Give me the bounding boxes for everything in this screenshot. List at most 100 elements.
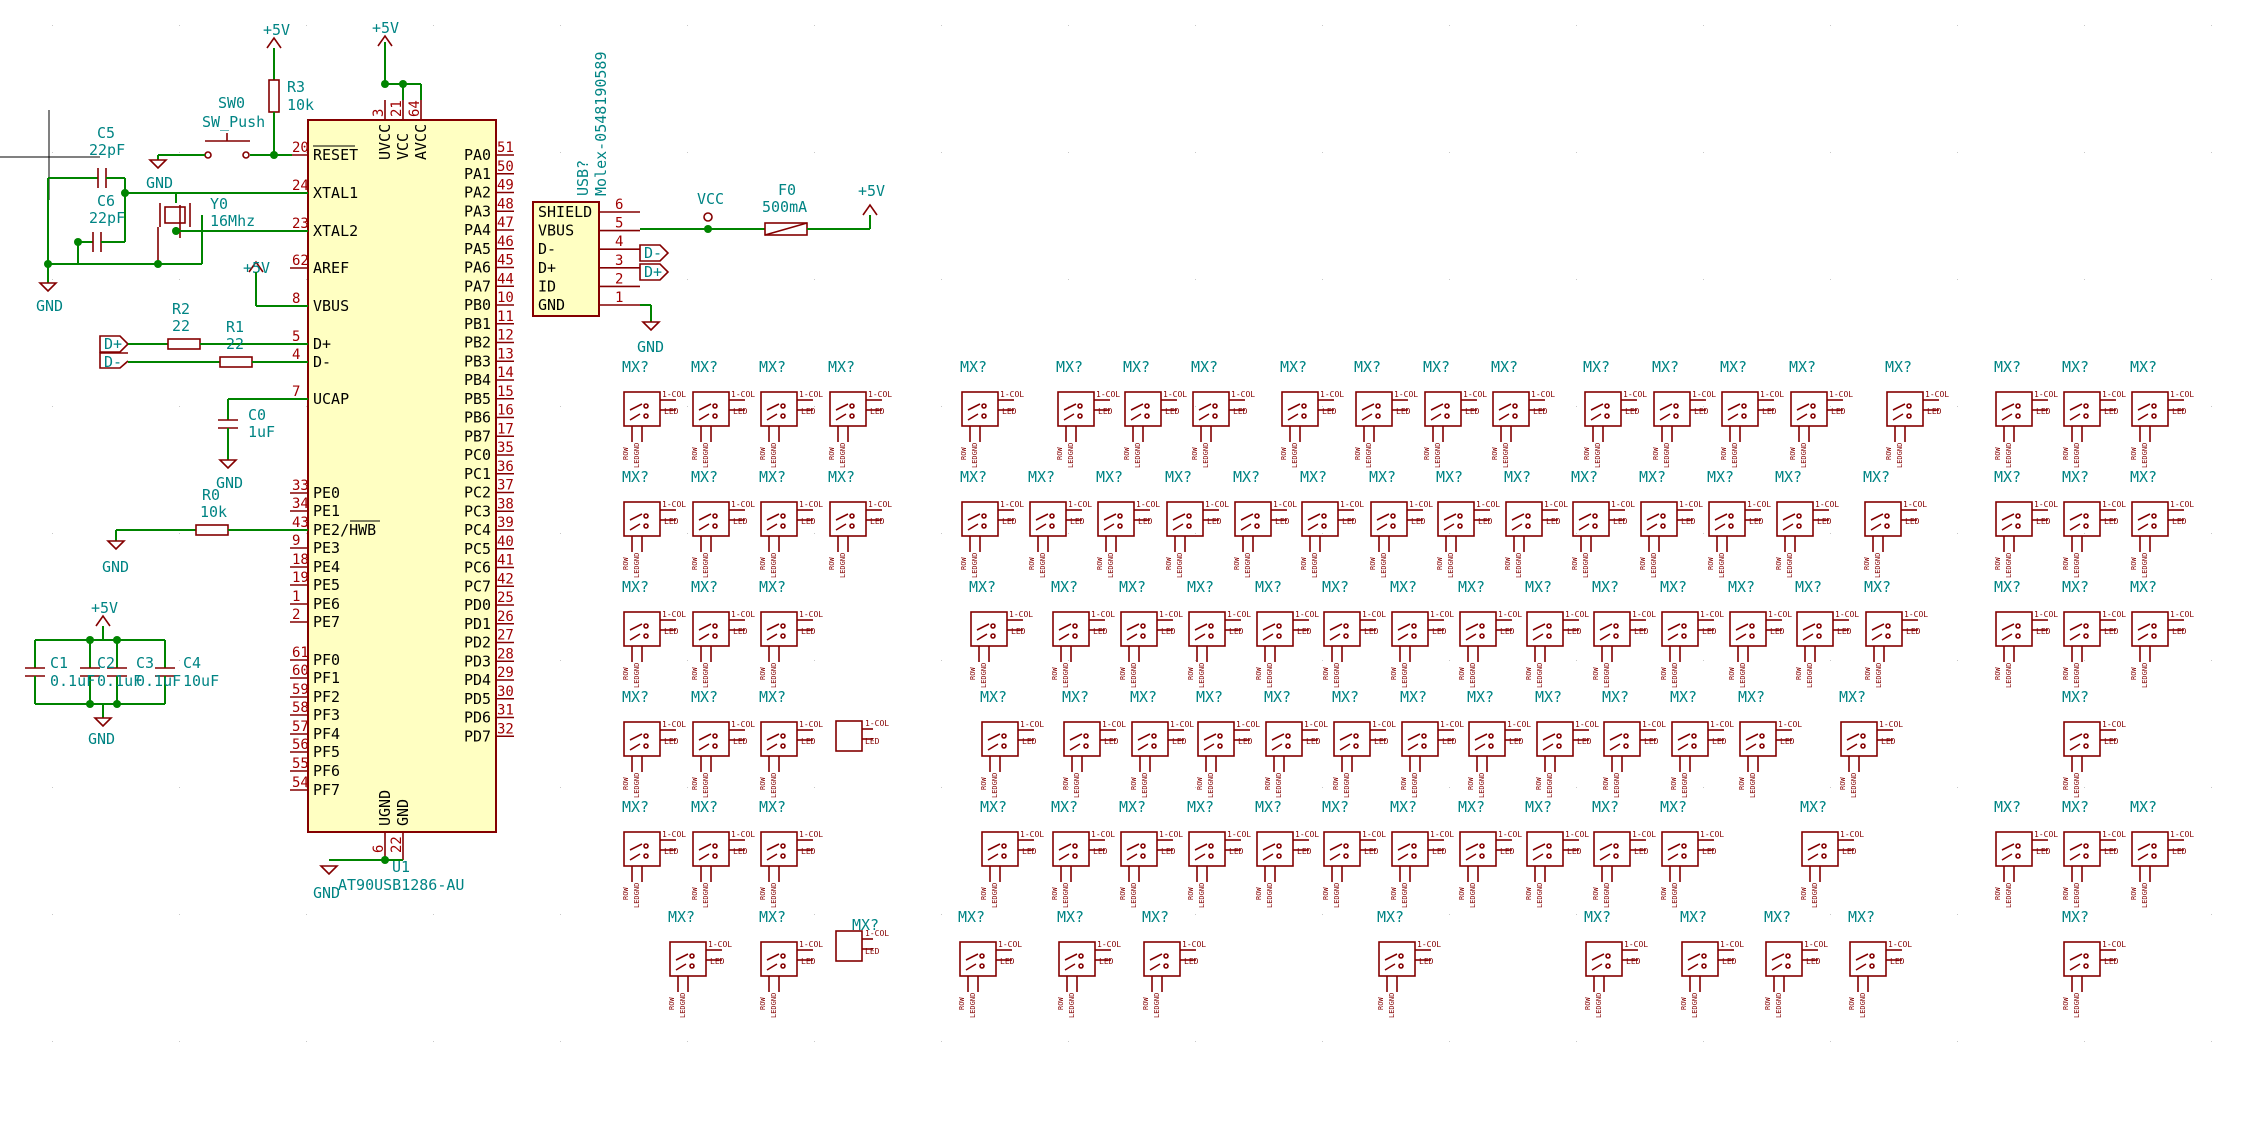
key-switch[interactable]: MX? 1-COL LED ROW LEDGND	[1187, 578, 1251, 688]
key-switch[interactable]: MX? 1-COL LED ROW LEDGND	[1322, 798, 1386, 908]
key-switch[interactable]: MX? 1-COL LED ROW LEDGND	[2130, 358, 2194, 468]
key-switch[interactable]: MX? 1-COL LED ROW LEDGND	[1864, 578, 1928, 688]
key-switch[interactable]: MX? 1-COL LED ROW LEDGND	[828, 468, 892, 578]
key-switch[interactable]: MX? 1-COL LED ROW LEDGND	[1390, 798, 1454, 908]
key-switch[interactable]: MX? 1-COL LED ROW LEDGND	[2062, 468, 2126, 578]
key-switch[interactable]: MX? 1-COL LED ROW LEDGND	[960, 468, 1024, 578]
key-switch[interactable]: MX? 1-COL LED ROW LEDGND	[958, 908, 1022, 1018]
crystal-circuit[interactable]: C5 22pF C6 22pF GND Y0 16Mhz	[36, 124, 308, 315]
key-switch[interactable]: MX? 1-COL LED ROW LEDGND	[1660, 798, 1724, 908]
key-switch[interactable]: MX? 1-COL LED ROW LEDGND	[1602, 688, 1666, 798]
key-switch[interactable]: MX? 1-COL LED ROW LEDGND	[1051, 798, 1115, 908]
key-switch[interactable]: MX? 1-COL LED ROW LEDGND	[1196, 688, 1260, 798]
key-switch[interactable]: MX? 1-COL LED ROW LEDGND	[759, 468, 823, 578]
key-switch[interactable]: MX? 1-COL LED ROW LEDGND	[1680, 908, 1744, 1018]
key-switch[interactable]: MX? 1-COL LED ROW LEDGND	[1119, 578, 1183, 688]
key-switch[interactable]: MX? 1-COL LED ROW LEDGND	[1525, 798, 1589, 908]
key-switch[interactable]: MX? 1-COL LED ROW LEDGND	[1400, 688, 1464, 798]
key-switch[interactable]: MX? 1-COL LED ROW LEDGND	[1863, 468, 1927, 578]
key-switch[interactable]: MX? 1-COL LED ROW LEDGND	[1233, 468, 1297, 578]
key-switch[interactable]: MX? 1-COL LED ROW LEDGND	[1096, 468, 1160, 578]
key-switch[interactable]: MX? 1-COL LED ROW LEDGND	[1720, 358, 1784, 468]
key-switch[interactable]: MX? 1-COL LED ROW LEDGND	[1738, 688, 1802, 798]
key-switch[interactable]: MX? 1-COL LED ROW LEDGND	[1057, 908, 1121, 1018]
key-switch[interactable]: MX? 1-COL LED ROW LEDGND	[960, 358, 1024, 468]
key-switch[interactable]: MX? 1-COL LED ROW LEDGND	[1571, 468, 1635, 578]
key-switch[interactable]: MX? 1-COL LED ROW LEDGND	[980, 688, 1044, 798]
key-switch[interactable]: MX? 1-COL LED ROW LEDGND	[1165, 468, 1229, 578]
key-switch[interactable]: MX? 1-COL LED ROW LEDGND	[1369, 468, 1433, 578]
key-switch[interactable]: MX? 1-COL LED ROW LEDGND	[1994, 578, 2058, 688]
key-switch[interactable]: MX? 1-COL LED ROW LEDGND	[1255, 578, 1319, 688]
reset-circuit[interactable]: +5V R3 10k SW0 SW_Push GND	[146, 21, 314, 192]
key-switch[interactable]: MX? 1-COL LED ROW LEDGND	[1592, 798, 1656, 908]
key-switch[interactable]: MX? 1-COL LED ROW LEDGND	[1535, 688, 1599, 798]
key-switch[interactable]: MX? 1-COL LED ROW LEDGND	[1848, 908, 1912, 1018]
key-switch[interactable]: MX? 1-COL LED ROW LEDGND	[1504, 468, 1568, 578]
key-switch[interactable]: MX? 1-COL LED ROW LEDGND	[2062, 688, 2126, 798]
usb-mcu-connections[interactable]: +5V D+ D- R2 22 R1 22 C0 1uF GND	[99, 259, 308, 492]
key-switch[interactable]: MX? 1-COL LED ROW LEDGND	[828, 358, 892, 468]
key-switch[interactable]: MX? 1-COL LED ROW LEDGND	[1639, 468, 1703, 578]
key-switch[interactable]: MX? 1-COL LED ROW LEDGND	[1652, 358, 1716, 468]
key-switch[interactable]: MX? 1-COL LED ROW LEDGND	[1130, 688, 1194, 798]
key-switch[interactable]: MX? 1-COL LED ROW LEDGND	[1728, 578, 1792, 688]
key-switch[interactable]: MX? 1-COL LED ROW LEDGND	[969, 578, 1033, 688]
key-switch[interactable]: MX? 1-COL LED ROW LEDGND	[1354, 358, 1418, 468]
key-switch[interactable]: MX? 1-COL LED ROW LEDGND	[1051, 578, 1115, 688]
key-switch[interactable]: MX? 1-COL LED ROW LEDGND	[1789, 358, 1853, 468]
key-switch[interactable]: MX? 1-COL LED ROW LEDGND	[1584, 908, 1648, 1018]
key-switch[interactable]: MX? 1-COL LED ROW LEDGND	[759, 578, 823, 688]
key-switch[interactable]: MX? 1-COL LED ROW LEDGND	[1322, 578, 1386, 688]
key-switch[interactable]: MX? 1-COL LED ROW LEDGND	[1885, 358, 1949, 468]
key-switch[interactable]: MX? 1-COL LED ROW LEDGND	[622, 688, 686, 798]
key-switch[interactable]: MX? 1-COL LED ROW LEDGND	[1795, 578, 1859, 688]
key-switch[interactable]: MX? 1-COL LED ROW LEDGND	[2062, 578, 2126, 688]
key-switch[interactable]: MX? 1-COL LED ROW LEDGND	[1764, 908, 1828, 1018]
key-switch[interactable]: MX? 1-COL LED ROW LEDGND	[1707, 468, 1771, 578]
key-switch[interactable]: MX? 1-COL LED ROW LEDGND	[1123, 358, 1187, 468]
key-switch[interactable]: MX? 1-COL LED ROW LEDGND	[691, 468, 755, 578]
key-switch[interactable]: MX? 1-COL LED ROW LEDGND	[1255, 798, 1319, 908]
key-switch[interactable]: MX? 1-COL LED ROW LEDGND	[691, 688, 755, 798]
key-switch[interactable]: MX? 1-COL LED ROW LEDGND	[1660, 578, 1724, 688]
key-switch[interactable]: MX? 1-COL LED ROW LEDGND	[1670, 688, 1734, 798]
key-switch[interactable]: MX? 1-COL LED ROW LEDGND	[1592, 578, 1656, 688]
decoupling-caps[interactable]: +5V GND C1 0.1uF C2 0.1uF C3 0.1uF C4 10…	[25, 599, 219, 748]
key-switch[interactable]: MX? 1-COL LED ROW LEDGND	[1264, 688, 1328, 798]
key-switch[interactable]: MX? 1-COL LED ROW LEDGND	[1119, 798, 1183, 908]
key-switch[interactable]: MX? 1-COL LED ROW LEDGND	[2062, 908, 2126, 1018]
key-switch-small[interactable]: 1-COL LED	[835, 929, 889, 962]
key-switch[interactable]: MX? 1-COL LED ROW LEDGND	[2130, 468, 2194, 578]
key-switch[interactable]: MX? 1-COL LED ROW LEDGND	[1583, 358, 1647, 468]
key-switch[interactable]: MX? 1-COL LED ROW LEDGND	[759, 358, 823, 468]
key-switch[interactable]: MX? 1-COL LED ROW LEDGND	[1300, 468, 1364, 578]
key-switch[interactable]: MX? 1-COL LED ROW LEDGND	[1423, 358, 1487, 468]
key-switch[interactable]: MX? 1-COL LED ROW LEDGND	[2062, 798, 2126, 908]
key-switch[interactable]: MX? 1-COL LED ROW LEDGND	[759, 908, 823, 1018]
key-switch[interactable]: MX? 1-COL LED ROW LEDGND	[668, 908, 732, 1018]
key-switch[interactable]: MX? 1-COL LED ROW LEDGND	[1332, 688, 1396, 798]
key-switch[interactable]: MX? 1-COL LED ROW LEDGND	[759, 688, 823, 798]
key-switch[interactable]: MX? 1-COL LED ROW LEDGND	[691, 798, 755, 908]
key-switch[interactable]: MX? 1-COL LED ROW LEDGND	[1280, 358, 1344, 468]
key-switch[interactable]: MX? 1-COL LED ROW LEDGND	[980, 798, 1044, 908]
key-switch[interactable]: MX? 1-COL LED ROW LEDGND	[2130, 578, 2194, 688]
key-switch[interactable]: MX? 1-COL LED ROW LEDGND	[1436, 468, 1500, 578]
key-switch[interactable]: MX? 1-COL LED ROW LEDGND	[759, 798, 823, 908]
key-switch[interactable]: MX? 1-COL LED ROW LEDGND	[622, 798, 686, 908]
key-switch[interactable]: MX? 1-COL LED ROW LEDGND	[1994, 468, 2058, 578]
key-switch[interactable]: MX? 1-COL LED ROW LEDGND	[1467, 688, 1531, 798]
key-switch-small[interactable]: 1-COL LED	[835, 719, 889, 752]
key-switch[interactable]: MX? 1-COL LED ROW LEDGND	[1994, 798, 2058, 908]
key-switch[interactable]: MX? 1-COL LED ROW LEDGND	[1377, 908, 1441, 1018]
key-switch[interactable]: MX? 1-COL LED ROW LEDGND	[622, 468, 686, 578]
usb-connector[interactable]: 6 SHIELD 5 VBUS 4 D- 3 D+ 2 ID 1 GND USB? Molex-054…	[532, 52, 885, 357]
key-switch[interactable]: MX? 1-COL LED ROW LEDGND	[1458, 798, 1522, 908]
hwb-resistor[interactable]: R0 10k GND	[102, 486, 308, 576]
key-switch[interactable]: MX? 1-COL LED ROW LEDGND	[1142, 908, 1206, 1018]
key-switch[interactable]: MX? 1-COL LED ROW LEDGND	[2062, 358, 2126, 468]
